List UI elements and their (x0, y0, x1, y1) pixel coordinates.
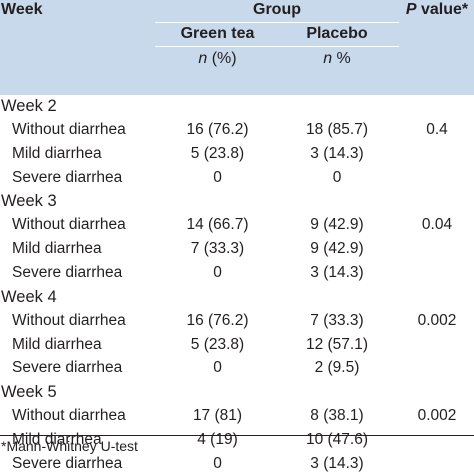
placebo-unit: n % (275, 49, 399, 69)
footnote: *Mann-Whitney U-test (1, 438, 138, 454)
row-label: Without diarrhea (12, 311, 126, 329)
green-tea-value: 7 (33.3) (190, 240, 245, 258)
green-tea-value: 4 (19) (197, 430, 238, 448)
pct-label: % (332, 50, 351, 67)
row-label: Without diarrhea (12, 120, 126, 138)
green-tea-value: 16 (76.2) (186, 120, 249, 138)
placebo-value: 7 (33.3) (310, 311, 364, 329)
placebo-header: Placebo (306, 25, 368, 42)
p-value-italic: P (405, 1, 417, 18)
green-tea-unit: n (%) (155, 49, 280, 69)
row-label: Severe diarrhea (12, 264, 123, 281)
p-value-suffix: value* (416, 1, 469, 18)
placebo-value: 9 (42.9) (310, 216, 364, 234)
placebo-value: 2 (9.5) (314, 359, 360, 377)
week-label: Week 3 (1, 192, 57, 211)
n-italic: n (323, 50, 333, 67)
placebo-value: 12 (57.1) (305, 335, 369, 353)
group-column-header: Group (253, 1, 301, 18)
row-label: Without diarrhea (12, 216, 126, 234)
group-separator (155, 22, 399, 23)
row-label: Mild diarrhea (12, 240, 102, 258)
green-tea-value: 0 (213, 168, 222, 186)
green-tea-header: Green tea (180, 25, 255, 42)
p-value: 0.002 (417, 407, 457, 425)
n-italic: n (198, 50, 208, 67)
table-header: Week Group P value* Green tea Placebo n … (0, 0, 474, 95)
placebo-value: 8 (38.1) (310, 407, 364, 425)
week-label: Week 4 (1, 287, 57, 306)
placebo-value: 10 (47.6) (305, 430, 369, 448)
row-label: Severe diarrhea (12, 168, 123, 186)
week-column-header: Week (1, 1, 43, 18)
placebo-value: 0 (332, 168, 342, 186)
week-label: Week 2 (1, 97, 57, 115)
green-tea-value: 17 (81) (192, 407, 243, 425)
week-label: Week 5 (1, 383, 57, 402)
green-tea-value: 5 (23.8) (190, 335, 245, 353)
p-value: 0.04 (421, 216, 453, 234)
green-tea-value: 5 (23.8) (190, 144, 245, 162)
p-value-column-header: P value* (400, 0, 474, 20)
green-tea-value: 14 (66.7) (186, 216, 249, 234)
placebo-value: 3 (14.3) (310, 144, 364, 162)
row-label: Without diarrhea (12, 407, 126, 425)
placebo-value: 18 (85.7) (305, 120, 369, 138)
placebo-value: 9 (42.9) (310, 240, 364, 258)
row-label: Severe diarrhea (12, 359, 123, 377)
p-value: 0.4 (426, 120, 448, 138)
green-tea-value: 16 (76.2) (186, 311, 249, 329)
p-value: 0.002 (417, 311, 457, 329)
placebo-value: 3 (14.3) (310, 264, 364, 281)
row-label: Mild diarrhea (12, 335, 102, 353)
green-tea-value: 0 (213, 359, 222, 377)
subgroup-separator (155, 46, 399, 47)
row-label: Mild diarrhea (12, 144, 102, 162)
green-tea-value: 0 (213, 264, 222, 281)
pct-label: (%) (207, 50, 237, 67)
bottom-rule (0, 435, 474, 436)
